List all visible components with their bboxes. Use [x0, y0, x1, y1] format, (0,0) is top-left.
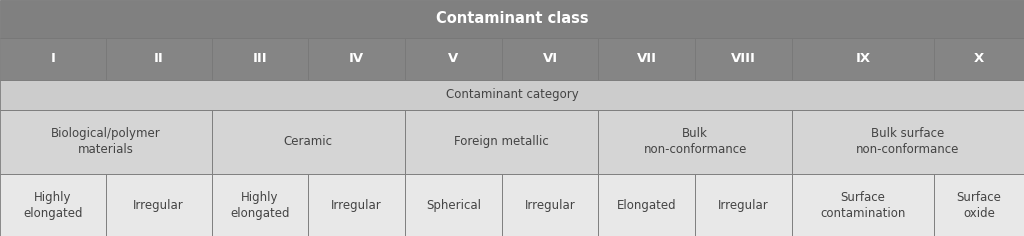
Text: Foreign metallic: Foreign metallic [455, 135, 549, 148]
Bar [695, 38, 792, 80]
Text: II: II [154, 52, 164, 65]
Text: Irregular: Irregular [332, 199, 382, 212]
Text: III: III [253, 52, 267, 65]
Text: I: I [50, 52, 55, 65]
Text: Highly
elongated: Highly elongated [230, 191, 290, 220]
Text: X: X [974, 52, 984, 65]
Bar [934, 38, 1024, 80]
Text: IX: IX [855, 52, 870, 65]
Bar [308, 174, 406, 236]
Bar [406, 38, 502, 80]
Text: Bulk surface
non-conformance: Bulk surface non-conformance [856, 127, 959, 156]
Bar [502, 38, 598, 80]
Bar [598, 38, 695, 80]
Text: Contaminant category: Contaminant category [445, 88, 579, 101]
Text: Biological/polymer
materials: Biological/polymer materials [51, 127, 161, 156]
Bar [105, 174, 212, 236]
Bar [792, 110, 1024, 174]
Text: Ceramic: Ceramic [284, 135, 333, 148]
Bar [934, 174, 1024, 236]
Bar [0, 38, 105, 80]
Bar [212, 174, 308, 236]
Bar [105, 38, 212, 80]
Text: Elongated: Elongated [617, 199, 677, 212]
Text: Irregular: Irregular [133, 199, 184, 212]
Text: Contaminant class: Contaminant class [435, 11, 589, 26]
Bar [0, 174, 105, 236]
Text: Bulk
non-conformance: Bulk non-conformance [643, 127, 746, 156]
Bar [598, 174, 695, 236]
Text: Surface
oxide: Surface oxide [956, 191, 1001, 220]
Bar [792, 174, 934, 236]
Bar [406, 174, 502, 236]
Bar [212, 110, 406, 174]
Text: Highly
elongated: Highly elongated [24, 191, 83, 220]
Bar [598, 110, 792, 174]
Bar [0, 110, 212, 174]
Text: VI: VI [543, 52, 558, 65]
Bar [308, 38, 406, 80]
Bar [695, 174, 792, 236]
Bar [212, 38, 308, 80]
Text: Surface
contamination: Surface contamination [820, 191, 905, 220]
Text: Irregular: Irregular [524, 199, 575, 212]
Text: Spherical: Spherical [426, 199, 481, 212]
Bar [792, 38, 934, 80]
Text: V: V [449, 52, 459, 65]
Bar [0, 0, 1024, 38]
Bar [502, 174, 598, 236]
Bar [0, 80, 1024, 110]
Text: VIII: VIII [731, 52, 756, 65]
Bar [406, 110, 598, 174]
Text: VII: VII [637, 52, 656, 65]
Text: IV: IV [349, 52, 365, 65]
Text: Irregular: Irregular [718, 199, 769, 212]
